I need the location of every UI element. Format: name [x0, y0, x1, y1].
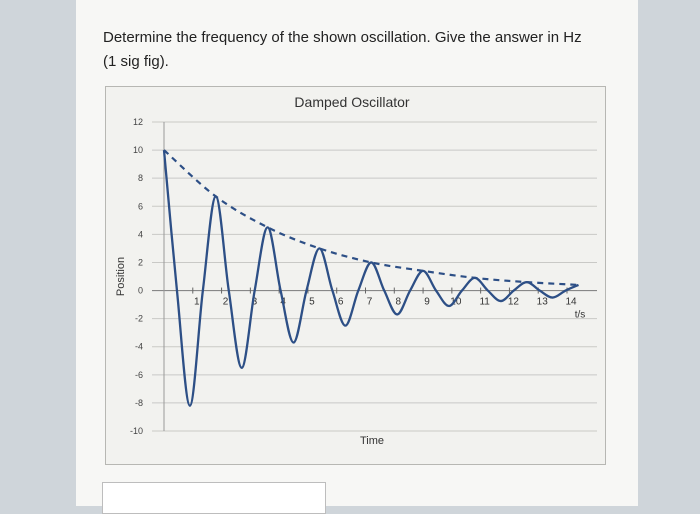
y-tick-label: -8 [135, 398, 143, 408]
x-axis-label: Time [360, 435, 384, 447]
question-line-2: (1 sig fig). [103, 53, 169, 70]
y-tick-label: -4 [135, 342, 143, 352]
question-line-1: Determine the frequency of the shown osc… [103, 29, 582, 46]
y-tick-label: 0 [138, 286, 143, 296]
y-tick-label: -2 [135, 314, 143, 324]
x-tick-label: 12 [508, 297, 520, 308]
answer-input[interactable] [102, 482, 326, 514]
x-tick-label: 6 [338, 297, 344, 308]
x-tick-label: 11 [479, 297, 490, 308]
y-tick-label: -6 [135, 370, 143, 380]
x-tick-label: 2 [223, 297, 229, 308]
y-tick-label: 8 [138, 173, 143, 183]
x-unit-label: t/s [575, 310, 586, 321]
x-tick-label: 9 [424, 297, 430, 308]
question-text: Determine the frequency of the shown osc… [103, 26, 623, 74]
chart-title: Damped Oscillator [294, 94, 409, 110]
x-tick-label: 14 [565, 297, 577, 308]
envelope-dashed-line [163, 149, 579, 287]
y-tick-label: 2 [138, 257, 143, 267]
x-tick-label: 5 [309, 297, 315, 308]
y-tick-label: 6 [138, 201, 143, 211]
x-tick-label: 3 [252, 297, 258, 308]
x-tick-label: 10 [450, 297, 462, 308]
x-tick-label: 1 [194, 297, 200, 308]
x-tick-label: 8 [396, 297, 402, 308]
x-tick-label: 7 [367, 297, 373, 308]
oscillation-line [162, 149, 579, 407]
y-tick-label: -10 [130, 426, 143, 436]
y-tick-label: 4 [138, 229, 143, 239]
y-axis-label: Position [115, 257, 127, 296]
y-tick-label: 10 [133, 145, 143, 155]
x-tick-label: 13 [537, 297, 549, 308]
y-tick-label: 12 [133, 117, 143, 127]
